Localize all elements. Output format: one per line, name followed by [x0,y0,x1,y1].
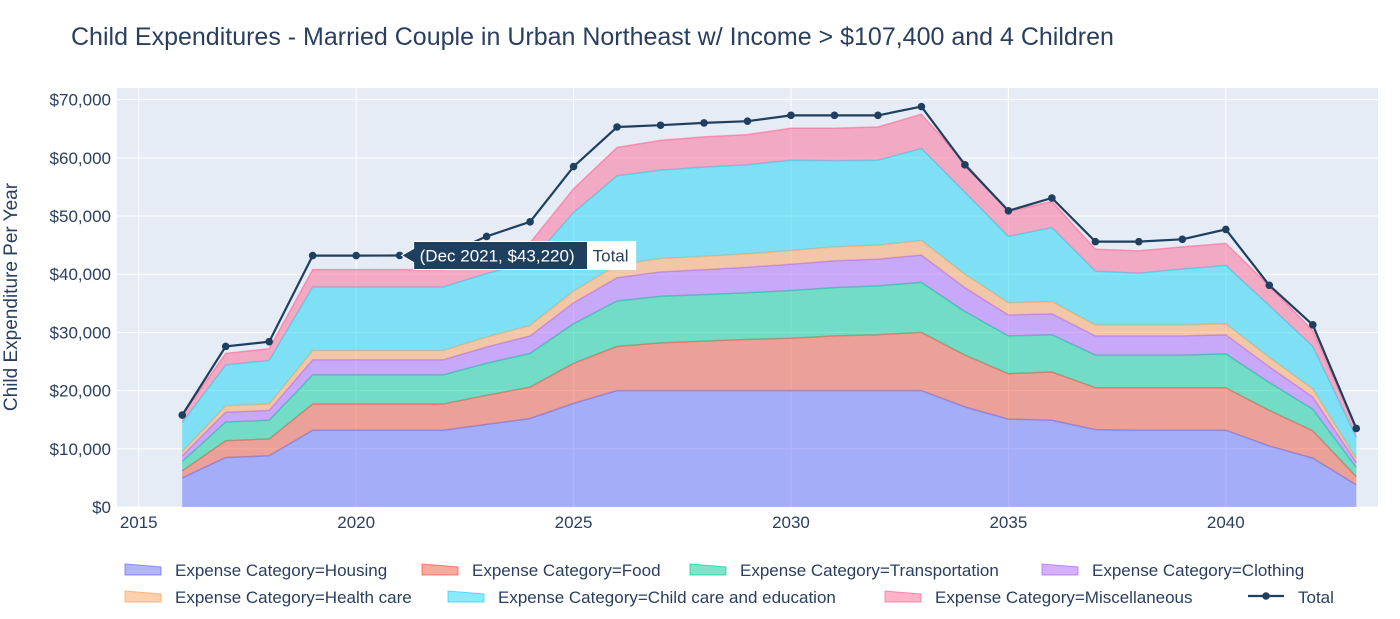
legend-swatch [884,590,922,603]
area-clothing [182,255,1357,468]
legend-label: Expense Category=Food [472,561,661,580]
total-point [874,111,882,120]
legend-swatch [124,590,162,603]
hover-value-text: (Dec 2021, $43,220) [420,246,575,265]
hover-label: (Dec 2021, $43,220) Total [400,240,637,270]
total-point [1352,424,1361,433]
y-tick-label: $10,000 [50,440,111,459]
legend-label: Expense Category=Health care [175,588,412,607]
legend-swatch [421,563,459,576]
legend-marker [1262,592,1270,600]
y-axis-ticks: $0 $10,000 $20,000 $30,000 $40,000 $50,000 $60… [50,91,111,517]
area-edge [181,113,1357,430]
total-point [526,218,534,226]
total-point [308,251,317,260]
x-axis-ticks: 2015 2020 2025 2030 2035 2040 [120,513,1245,532]
legend: Expense Category=Housing Expense Category… [124,561,1334,607]
total-point [1265,281,1274,290]
hover-series-name: Total [593,246,629,265]
x-tick-label: 2020 [337,513,375,532]
area-housing [182,390,1357,507]
legend-label: Expense Category=Miscellaneous [935,588,1193,607]
y-tick-label: $70,000 [50,91,111,110]
total-point [482,232,491,241]
total-point [613,123,621,131]
total-line [181,105,1358,429]
legend-label: Expense Category=Transportation [740,561,999,580]
total-series [178,102,1361,433]
stacked-areas [181,113,1357,507]
total-point [917,102,926,111]
total-point [569,162,578,171]
legend-swatch [689,563,727,576]
total-point [1048,194,1056,202]
legend-label: Total [1298,588,1334,607]
total-point [700,119,708,127]
total-point [1135,237,1143,246]
legend-swatch [124,563,162,576]
total-point [265,337,273,346]
x-tick-label: 2025 [555,513,593,532]
total-point [961,161,969,169]
x-tick-label: 2030 [772,513,810,532]
x-tick-label: 2040 [1207,513,1245,532]
area-child-care-and-education [182,148,1357,459]
total-point [178,411,187,419]
y-axis-label: Child Expenditure Per Year [1,182,22,411]
x-tick-label: 2035 [989,513,1027,532]
legend-label: Expense Category=Housing [175,561,387,580]
hover-name-box [587,240,637,270]
total-point [1004,206,1013,215]
y-tick-label: $20,000 [50,382,111,401]
total-point [830,111,839,120]
y-tick-label: $40,000 [50,265,111,284]
chart-title: Child Expenditures - Married Couple in U… [71,23,1114,51]
total-point [656,121,665,130]
legend-label: Expense Category=Child care and educatio… [498,588,836,607]
area-transportation [182,282,1357,477]
y-tick-label: $60,000 [50,149,111,168]
y-tick-label: $30,000 [50,323,111,342]
legend-label: Expense Category=Clothing [1092,561,1304,580]
total-point [1308,321,1317,329]
x-tick-label: 2015 [120,513,158,532]
total-point [221,342,230,351]
total-point [1178,235,1187,244]
area-health-care [182,240,1357,463]
y-tick-label: $0 [92,498,111,517]
total-point [352,251,360,260]
area-food [182,332,1357,485]
y-tick-label: $50,000 [50,207,111,226]
total-point [1222,225,1230,234]
legend-swatch [1041,563,1079,576]
legend-swatch [447,590,485,603]
total-point [395,251,404,260]
total-point [787,111,795,120]
total-point [743,117,752,125]
area-miscellaneous [182,114,1357,438]
total-point [1091,237,1100,246]
